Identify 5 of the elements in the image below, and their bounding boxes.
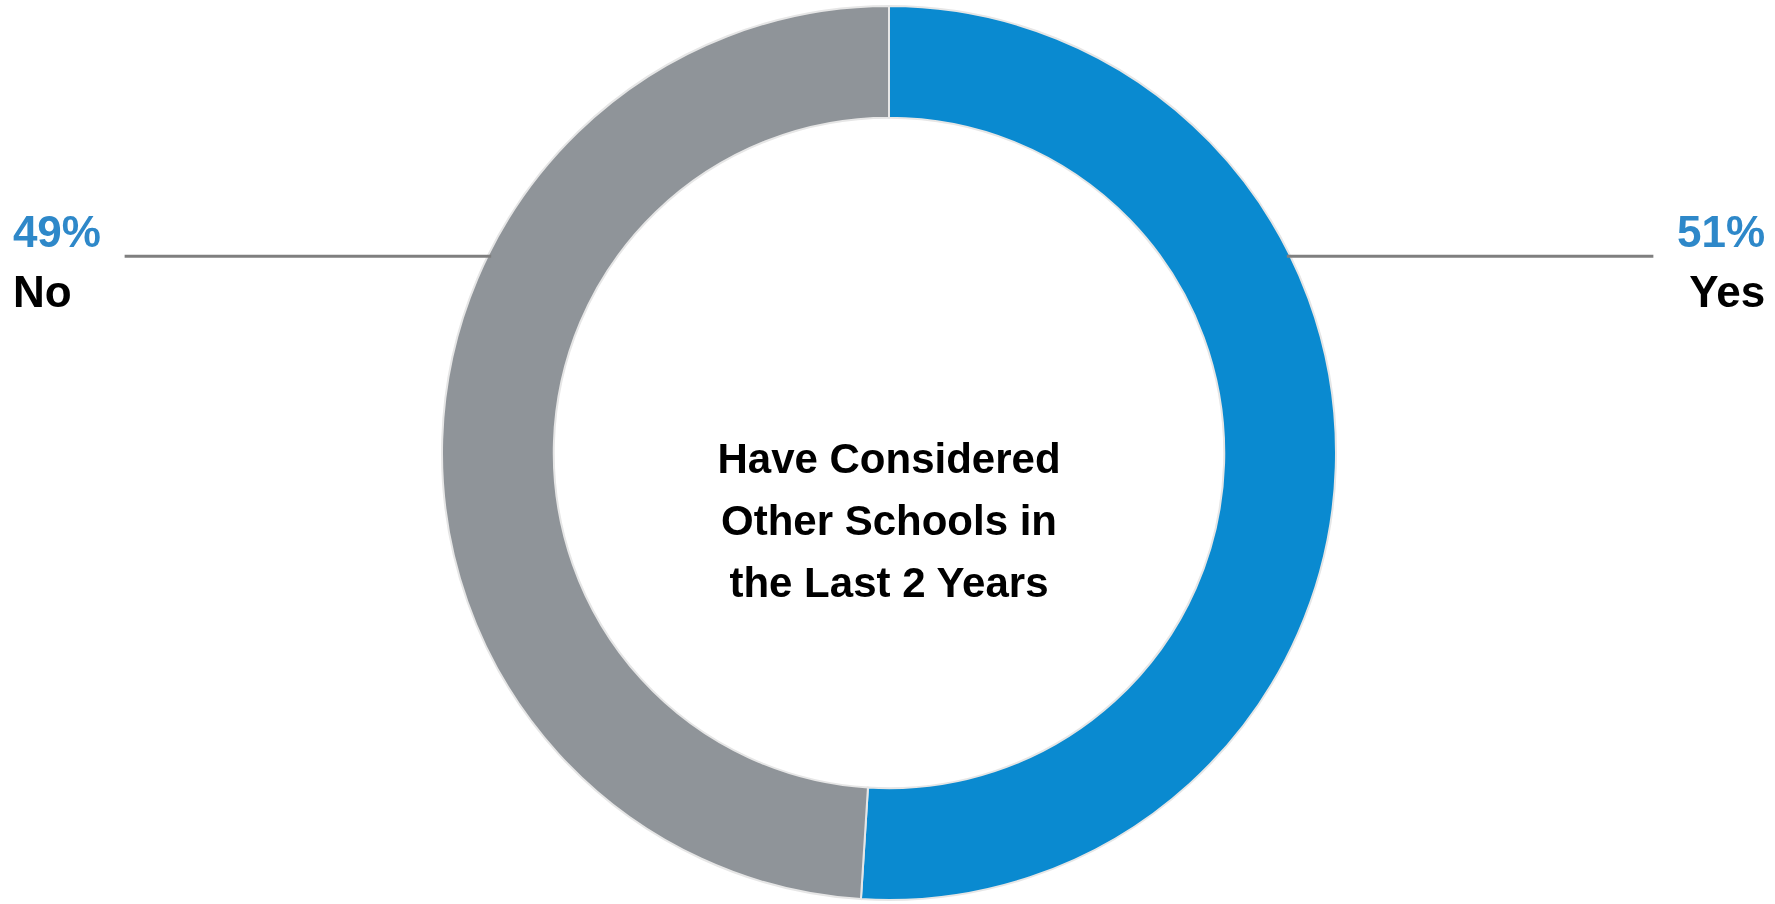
data-label: 51% <box>1677 207 1766 257</box>
data-label: 49% <box>12 207 101 257</box>
slice-label: No <box>12 267 72 317</box>
text: Have Considered Other Schools in the Last 2 Years <box>717 435 1061 606</box>
slice-label: Yes <box>1689 267 1766 317</box>
